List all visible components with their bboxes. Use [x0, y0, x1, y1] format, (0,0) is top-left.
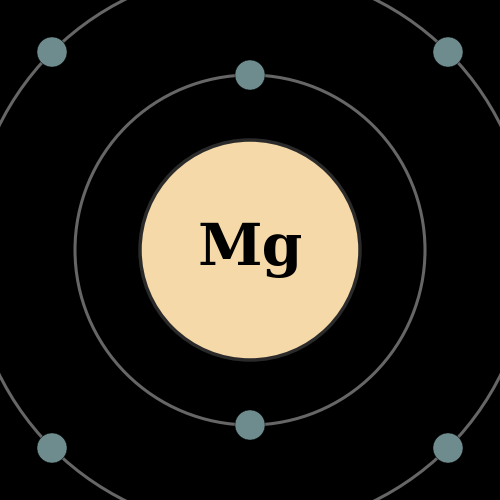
- Circle shape: [140, 140, 360, 360]
- Circle shape: [433, 433, 463, 463]
- Circle shape: [37, 37, 67, 67]
- Circle shape: [37, 433, 67, 463]
- Text: Mg: Mg: [198, 222, 302, 278]
- Circle shape: [433, 37, 463, 67]
- Circle shape: [235, 410, 265, 440]
- Circle shape: [235, 60, 265, 90]
